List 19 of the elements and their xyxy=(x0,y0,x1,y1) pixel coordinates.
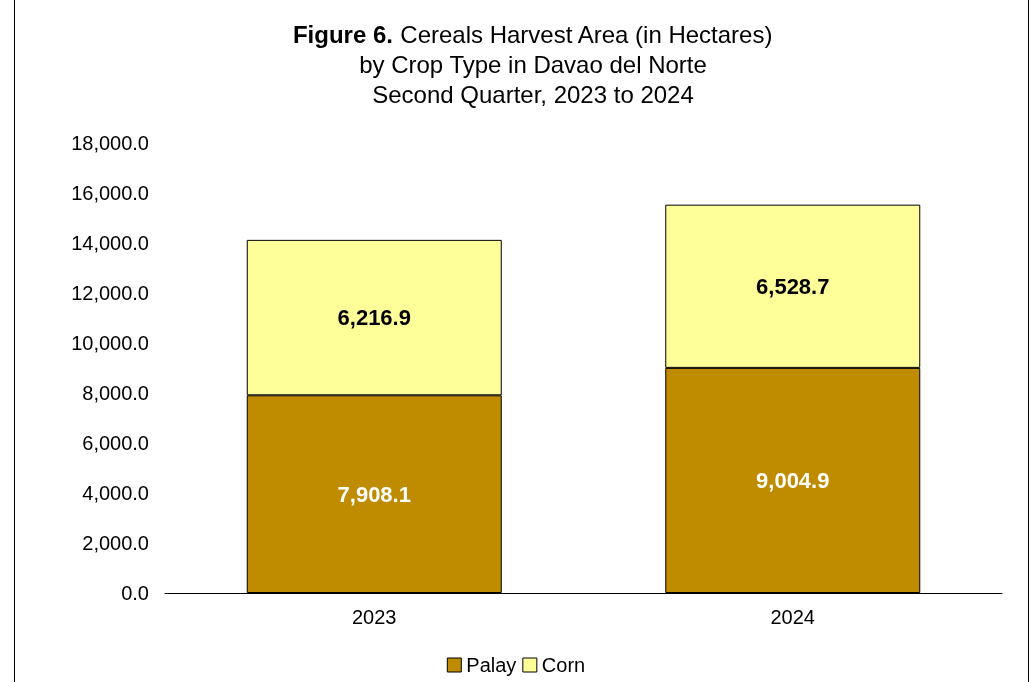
y-tick-label: 18,000.0 xyxy=(71,132,149,154)
chart-title: Figure 6. Cereals Harvest Area (in Hectares) by Crop Type in Davao del Norte Second Quarter, 2023 to 2024 xyxy=(292,20,773,108)
y-tick-label: 2,000.0 xyxy=(82,532,149,554)
y-tick-label: 6,000.0 xyxy=(82,432,149,454)
y-tick-label: 8,000.0 xyxy=(82,382,149,404)
data-label: 7,908.1 xyxy=(337,481,411,507)
y-tick-label: 16,000.0 xyxy=(71,182,149,204)
x-tick-label: 2024 xyxy=(770,606,815,628)
data-label: 6,528.7 xyxy=(756,273,830,299)
legend-label: Corn xyxy=(541,654,586,676)
data-label: 6,216.9 xyxy=(337,305,411,331)
y-tick-label: 10,000.0 xyxy=(71,332,149,354)
y-tick-label: 12,000.0 xyxy=(71,282,149,304)
x-tick-label: 2023 xyxy=(352,606,397,628)
legend-label: Palay xyxy=(466,654,517,676)
y-tick-label: 0.0 xyxy=(121,582,149,604)
y-tick-label: 14,000.0 xyxy=(71,232,149,254)
y-tick-label: 4,000.0 xyxy=(82,482,149,504)
data-label: 9,004.9 xyxy=(756,467,830,493)
